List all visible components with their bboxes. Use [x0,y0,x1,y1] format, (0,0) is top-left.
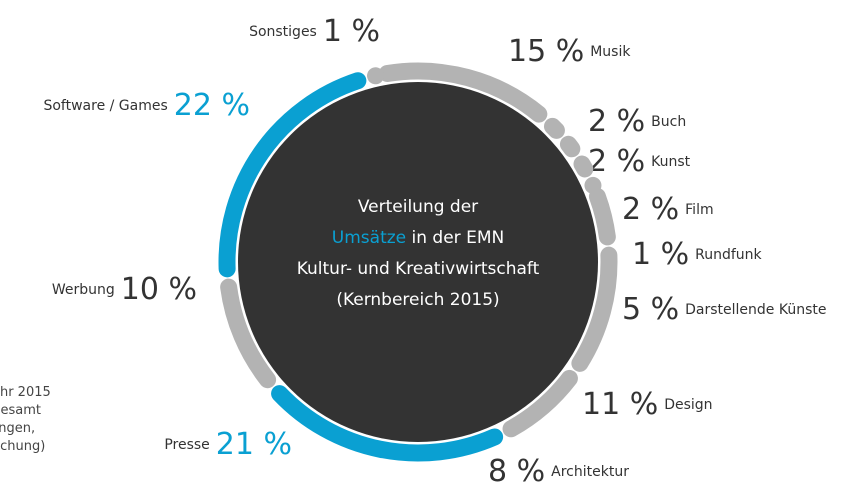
category-label: Architektur [551,464,629,480]
segment [588,188,616,246]
segment-label: 8 % Architektur [488,454,629,489]
segment-label: 2 % Buch [588,104,686,139]
note: rschung) [0,439,45,454]
note: ahr 2015 [0,385,51,400]
category-label: Kunst [651,154,691,170]
category-label: Sonstiges [249,24,317,40]
note: ndesamt [0,403,41,418]
segment-label: 2 % Kunst [588,144,691,179]
category-label: Presse [164,437,209,453]
segment [543,117,565,139]
category-label: Design [664,397,712,413]
value-label: 2 % [588,104,645,139]
value-label: 15 % [508,34,584,69]
segment-label: 15 % Musik [508,34,631,69]
segment-label: Software / Games 22 % [43,88,250,123]
segment [271,385,504,462]
segment [502,369,578,438]
category-label: Film [685,202,713,218]
segment [218,72,367,278]
category-label: Darstellende Künste [685,302,826,318]
segment [378,62,548,123]
center-title: (Kernbereich 2015) [336,290,499,310]
value-label: 21 % [216,427,292,462]
value-label: 10 % [121,272,197,307]
category-label: Rundfunk [695,247,762,263]
value-label: 5 % [622,292,679,327]
center-disc [238,82,598,442]
value-label: 22 % [174,88,250,123]
center-title: in der EMN [412,228,505,248]
value-label: 1 % [323,14,380,49]
segment-label: 5 % Darstellende Künste [622,292,827,327]
note: ungen, [0,421,35,436]
segment-label: Presse 21 % [164,427,292,462]
center-title-highlight: Umsätze [332,228,406,248]
category-label: Musik [590,44,631,60]
value-label: 8 % [488,454,545,489]
segment-label: 11 % Design [582,387,713,422]
segment-label: Sonstiges 1 % [249,14,380,49]
center-title: Umsätze in der EMN [332,228,504,248]
segment [571,246,618,372]
segment [573,155,594,178]
value-label: 2 % [588,144,645,179]
segment-label: 1 % Rundfunk [632,237,763,272]
center-title: Kultur- und Kreativwirtschaft [297,259,540,279]
value-label: 11 % [582,387,658,422]
segment-label: 2 % Film [622,192,714,227]
center-title: Verteilung der [358,197,478,217]
segment-label: Werbung 10 % [52,272,197,307]
segment [220,278,277,389]
category-label: Software / Games [43,98,167,114]
segment [559,135,581,158]
value-label: 1 % [632,237,689,272]
category-label: Werbung [52,282,115,298]
value-label: 2 % [622,192,679,227]
category-label: Buch [651,114,686,130]
